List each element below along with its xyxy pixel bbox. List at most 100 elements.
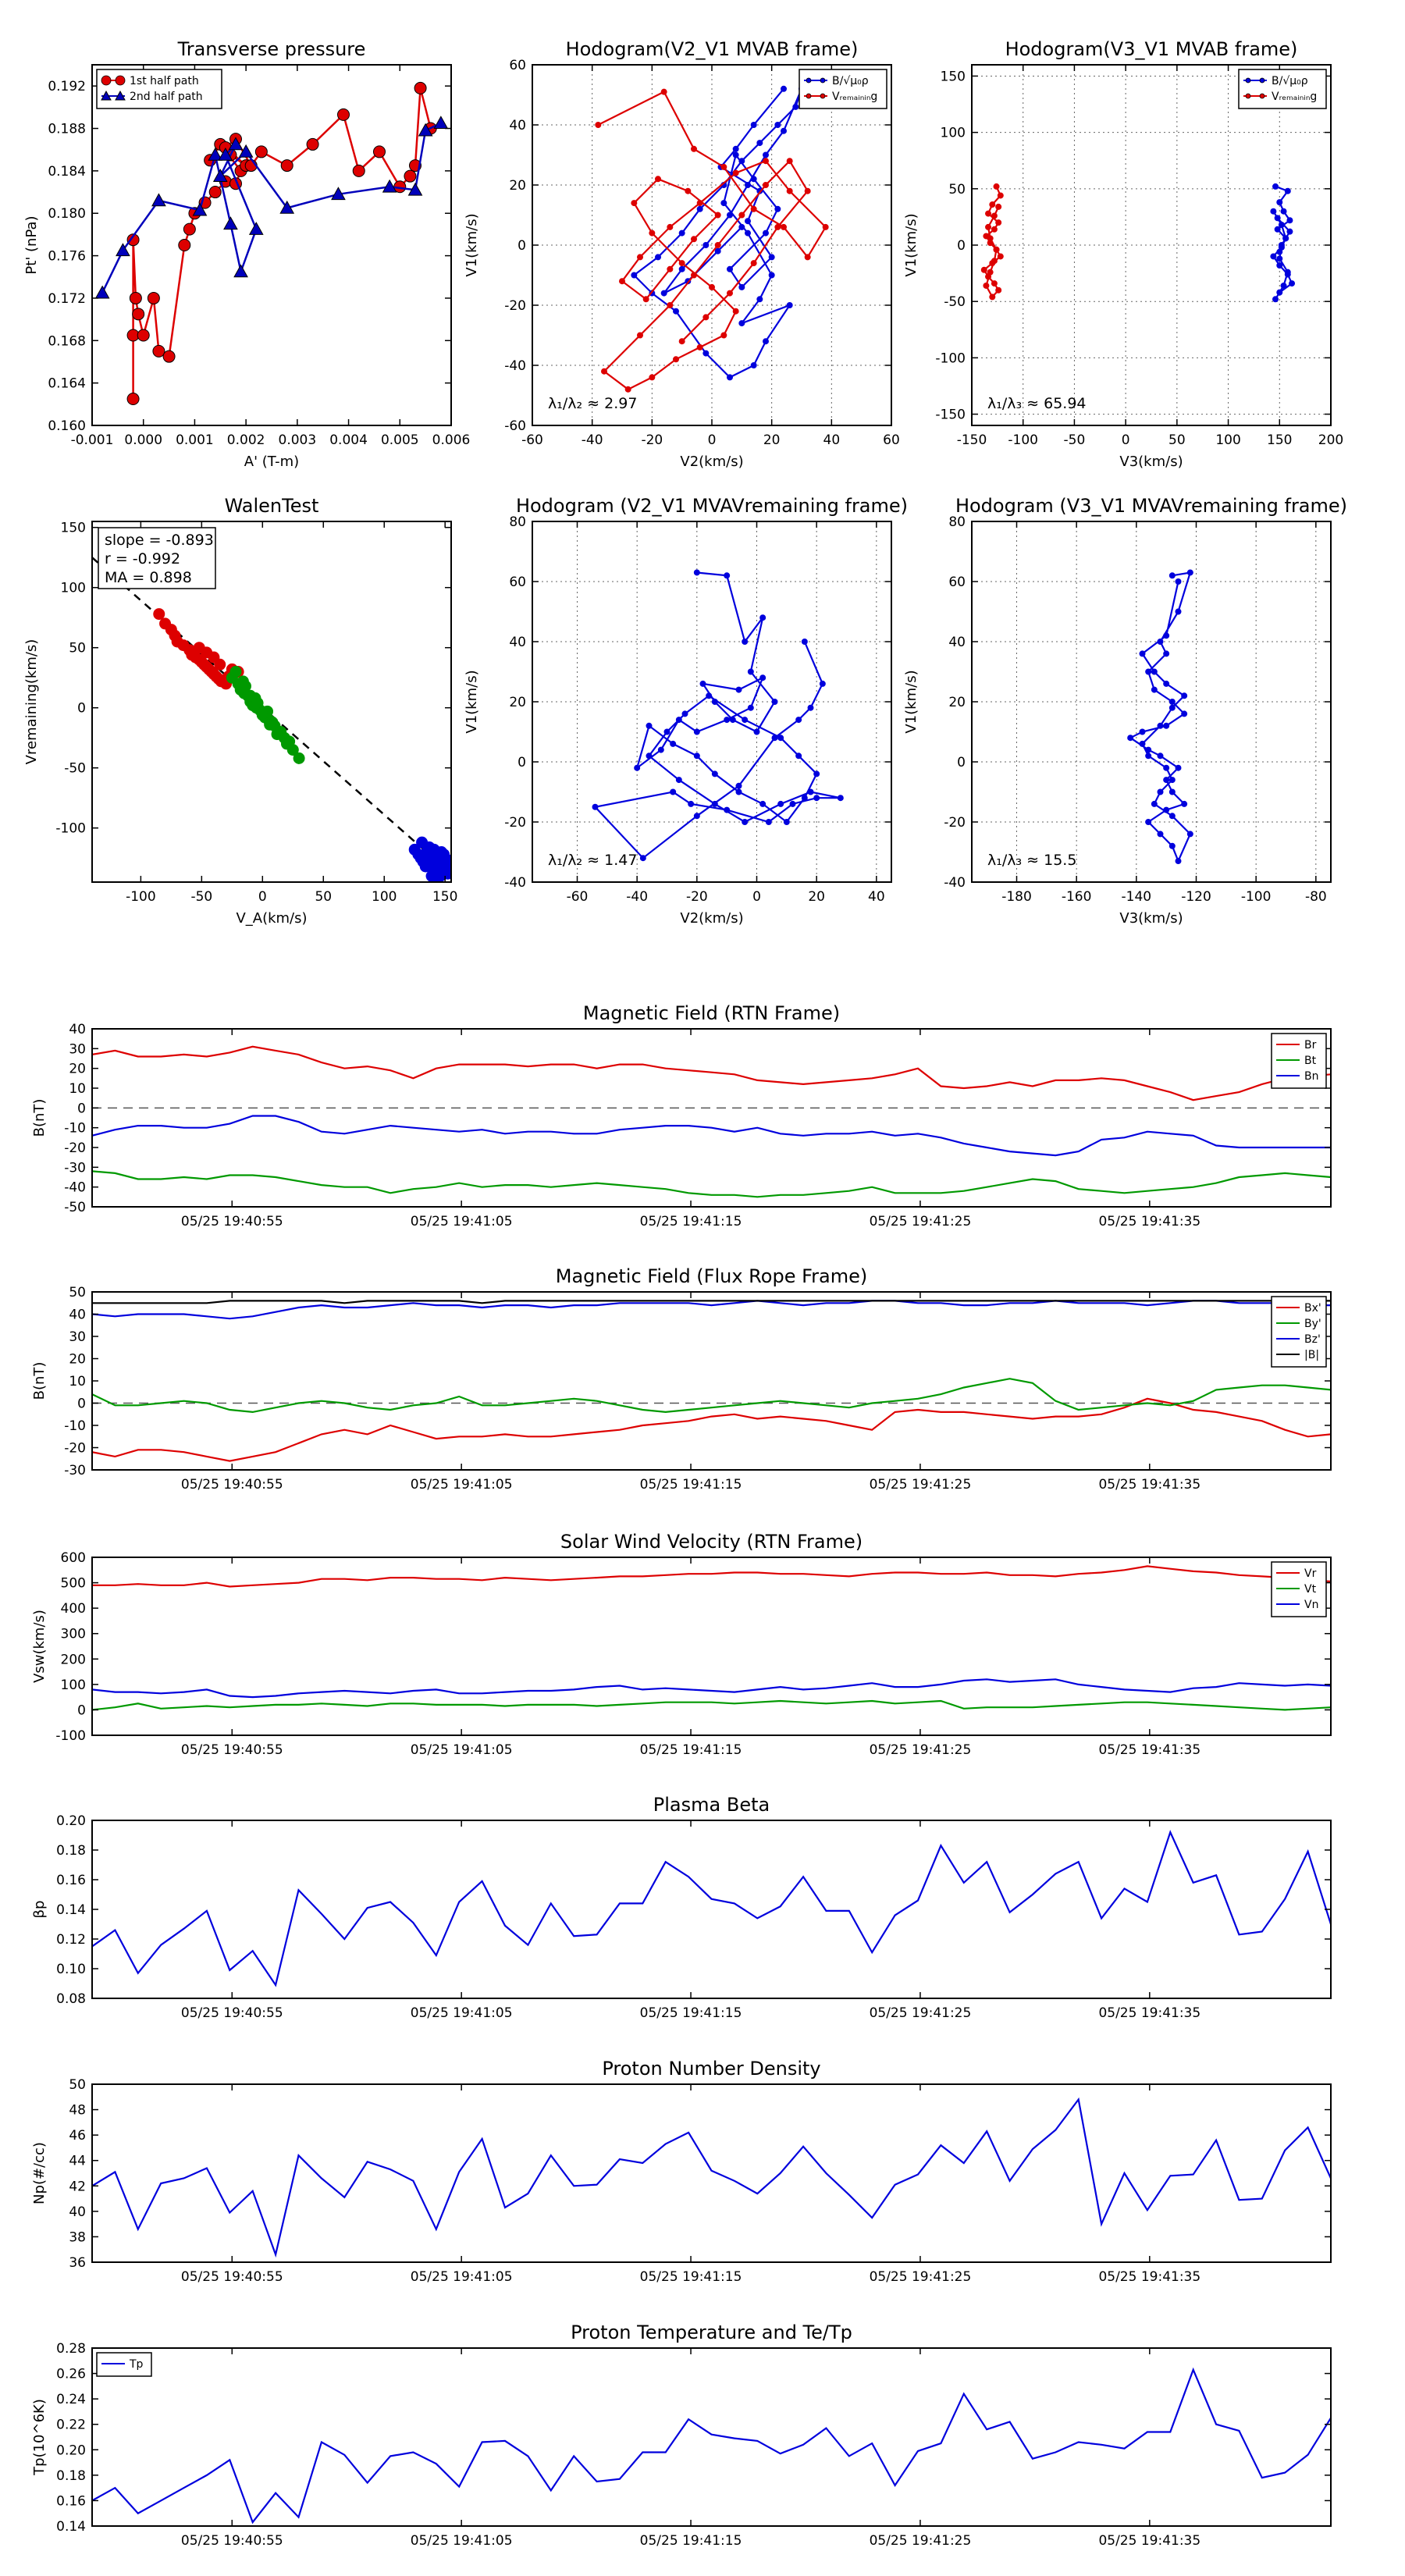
data-point xyxy=(646,722,653,729)
series-line-Bz' xyxy=(92,1300,1331,1320)
data-point xyxy=(373,145,386,158)
data-point xyxy=(777,735,784,742)
y-tick-label: 0.164 xyxy=(48,376,86,392)
data-point xyxy=(1276,199,1283,206)
data-point xyxy=(1163,680,1170,687)
y-tick-label: -20 xyxy=(64,1441,86,1457)
data-point xyxy=(801,639,808,645)
y-tick-label: 0.20 xyxy=(56,2443,86,2458)
y-tick-label: 150 xyxy=(941,69,966,84)
data-point xyxy=(1181,710,1188,717)
data-point xyxy=(439,858,451,870)
data-point xyxy=(132,308,145,321)
data-point xyxy=(1145,753,1152,760)
y-tick-label: 38 xyxy=(69,2229,86,2245)
legend-label: Bn xyxy=(1304,1070,1318,1083)
y-tick-label: 0.14 xyxy=(56,1902,86,1918)
data-point xyxy=(229,666,242,678)
y-tick-label: 0.18 xyxy=(56,2468,86,2484)
x-tick-label: 05/25 19:41:35 xyxy=(1098,2533,1200,2549)
data-point xyxy=(646,753,653,760)
data-point xyxy=(126,393,140,406)
data-point xyxy=(763,151,769,158)
data-point xyxy=(1186,569,1193,576)
y-axis-label: Tp(10^6K) xyxy=(31,2399,48,2476)
data-point xyxy=(1276,289,1283,296)
data-point xyxy=(813,795,820,802)
data-point xyxy=(1168,842,1176,849)
y-tick-label: 0.10 xyxy=(56,1962,86,1977)
data-point xyxy=(691,145,697,152)
y-tick-label: 0.26 xyxy=(56,2367,86,2382)
axes-frame xyxy=(91,64,452,426)
data-point xyxy=(777,800,784,807)
data-point xyxy=(768,254,775,261)
data-point xyxy=(162,350,176,363)
axes-frame xyxy=(91,1291,1332,1471)
legend-label: |B| xyxy=(1304,1349,1319,1361)
y-tick-label: 0 xyxy=(77,1101,86,1116)
data-point xyxy=(657,746,664,753)
data-point xyxy=(989,294,996,301)
series-line-By' xyxy=(92,1378,1331,1414)
data-point xyxy=(254,145,268,158)
legend-label: B/√μ₀ρ xyxy=(832,75,869,87)
data-point xyxy=(678,265,685,272)
series-line-B/√μ₀ρ xyxy=(632,88,803,379)
y-tick-label: 0 xyxy=(957,755,966,770)
data-point xyxy=(985,210,992,217)
x-tick-label: 100 xyxy=(372,889,397,905)
x-tick-label: 150 xyxy=(1267,432,1292,448)
x-tick-label: 0 xyxy=(752,889,761,905)
legend-label: 2nd half path xyxy=(130,91,203,103)
data-point xyxy=(691,236,697,243)
x-tick-label: 05/25 19:41:05 xyxy=(411,1214,513,1229)
y-tick-label: 40 xyxy=(509,635,526,650)
data-point xyxy=(404,169,417,183)
x-tick-label: 0 xyxy=(258,889,267,905)
data-point xyxy=(724,572,731,579)
x-tick-label: 05/25 19:41:15 xyxy=(640,2269,742,2285)
data-point xyxy=(1168,572,1176,579)
data-point xyxy=(1278,222,1285,229)
data-point xyxy=(711,770,718,777)
chart-hodogram-v3v1-mvab: Hodogram(V3_V1 MVAB frame) -150 -100 -50 0 50… xyxy=(903,38,1343,470)
data-point xyxy=(756,140,763,147)
data-point xyxy=(634,764,641,771)
x-tick-label: 40 xyxy=(823,432,841,448)
data-point xyxy=(192,202,208,216)
x-tick-label: 0 xyxy=(1122,432,1130,448)
data-point xyxy=(991,212,998,219)
data-point xyxy=(763,338,769,345)
series-line-Tp xyxy=(92,2367,1331,2524)
data-point xyxy=(667,265,674,272)
data-point xyxy=(729,717,736,724)
chart-solar-wind-velocity-rtn: Solar Wind Velocity (RTN Frame) 05/25 19:… xyxy=(31,1531,1332,1758)
x-tick-label: 60 xyxy=(883,432,900,448)
y-tick-label: 400 xyxy=(61,1601,86,1617)
data-point xyxy=(750,176,757,183)
legend-label: Tp xyxy=(129,2358,144,2371)
data-point xyxy=(418,123,433,137)
data-point xyxy=(271,728,283,741)
data-point xyxy=(279,200,295,214)
data-point xyxy=(745,218,751,225)
y-tick-label: -100 xyxy=(55,821,86,837)
x-tick-label: -150 xyxy=(957,432,987,448)
data-point xyxy=(763,229,769,237)
y-tick-label: 0.192 xyxy=(48,79,86,94)
plot-area xyxy=(94,81,449,406)
data-point xyxy=(720,332,727,339)
data-point xyxy=(750,260,757,267)
data-point xyxy=(771,735,778,742)
y-tick-label: 0.22 xyxy=(56,2418,86,2433)
y-tick-label: -50 xyxy=(64,761,86,777)
data-point xyxy=(714,242,721,248)
y-tick-label: 0 xyxy=(77,1703,86,1718)
data-point xyxy=(1282,235,1289,242)
data-point xyxy=(1168,699,1176,705)
data-point xyxy=(763,182,769,188)
legend-label: Bx' xyxy=(1304,1302,1321,1315)
data-point xyxy=(724,717,731,724)
